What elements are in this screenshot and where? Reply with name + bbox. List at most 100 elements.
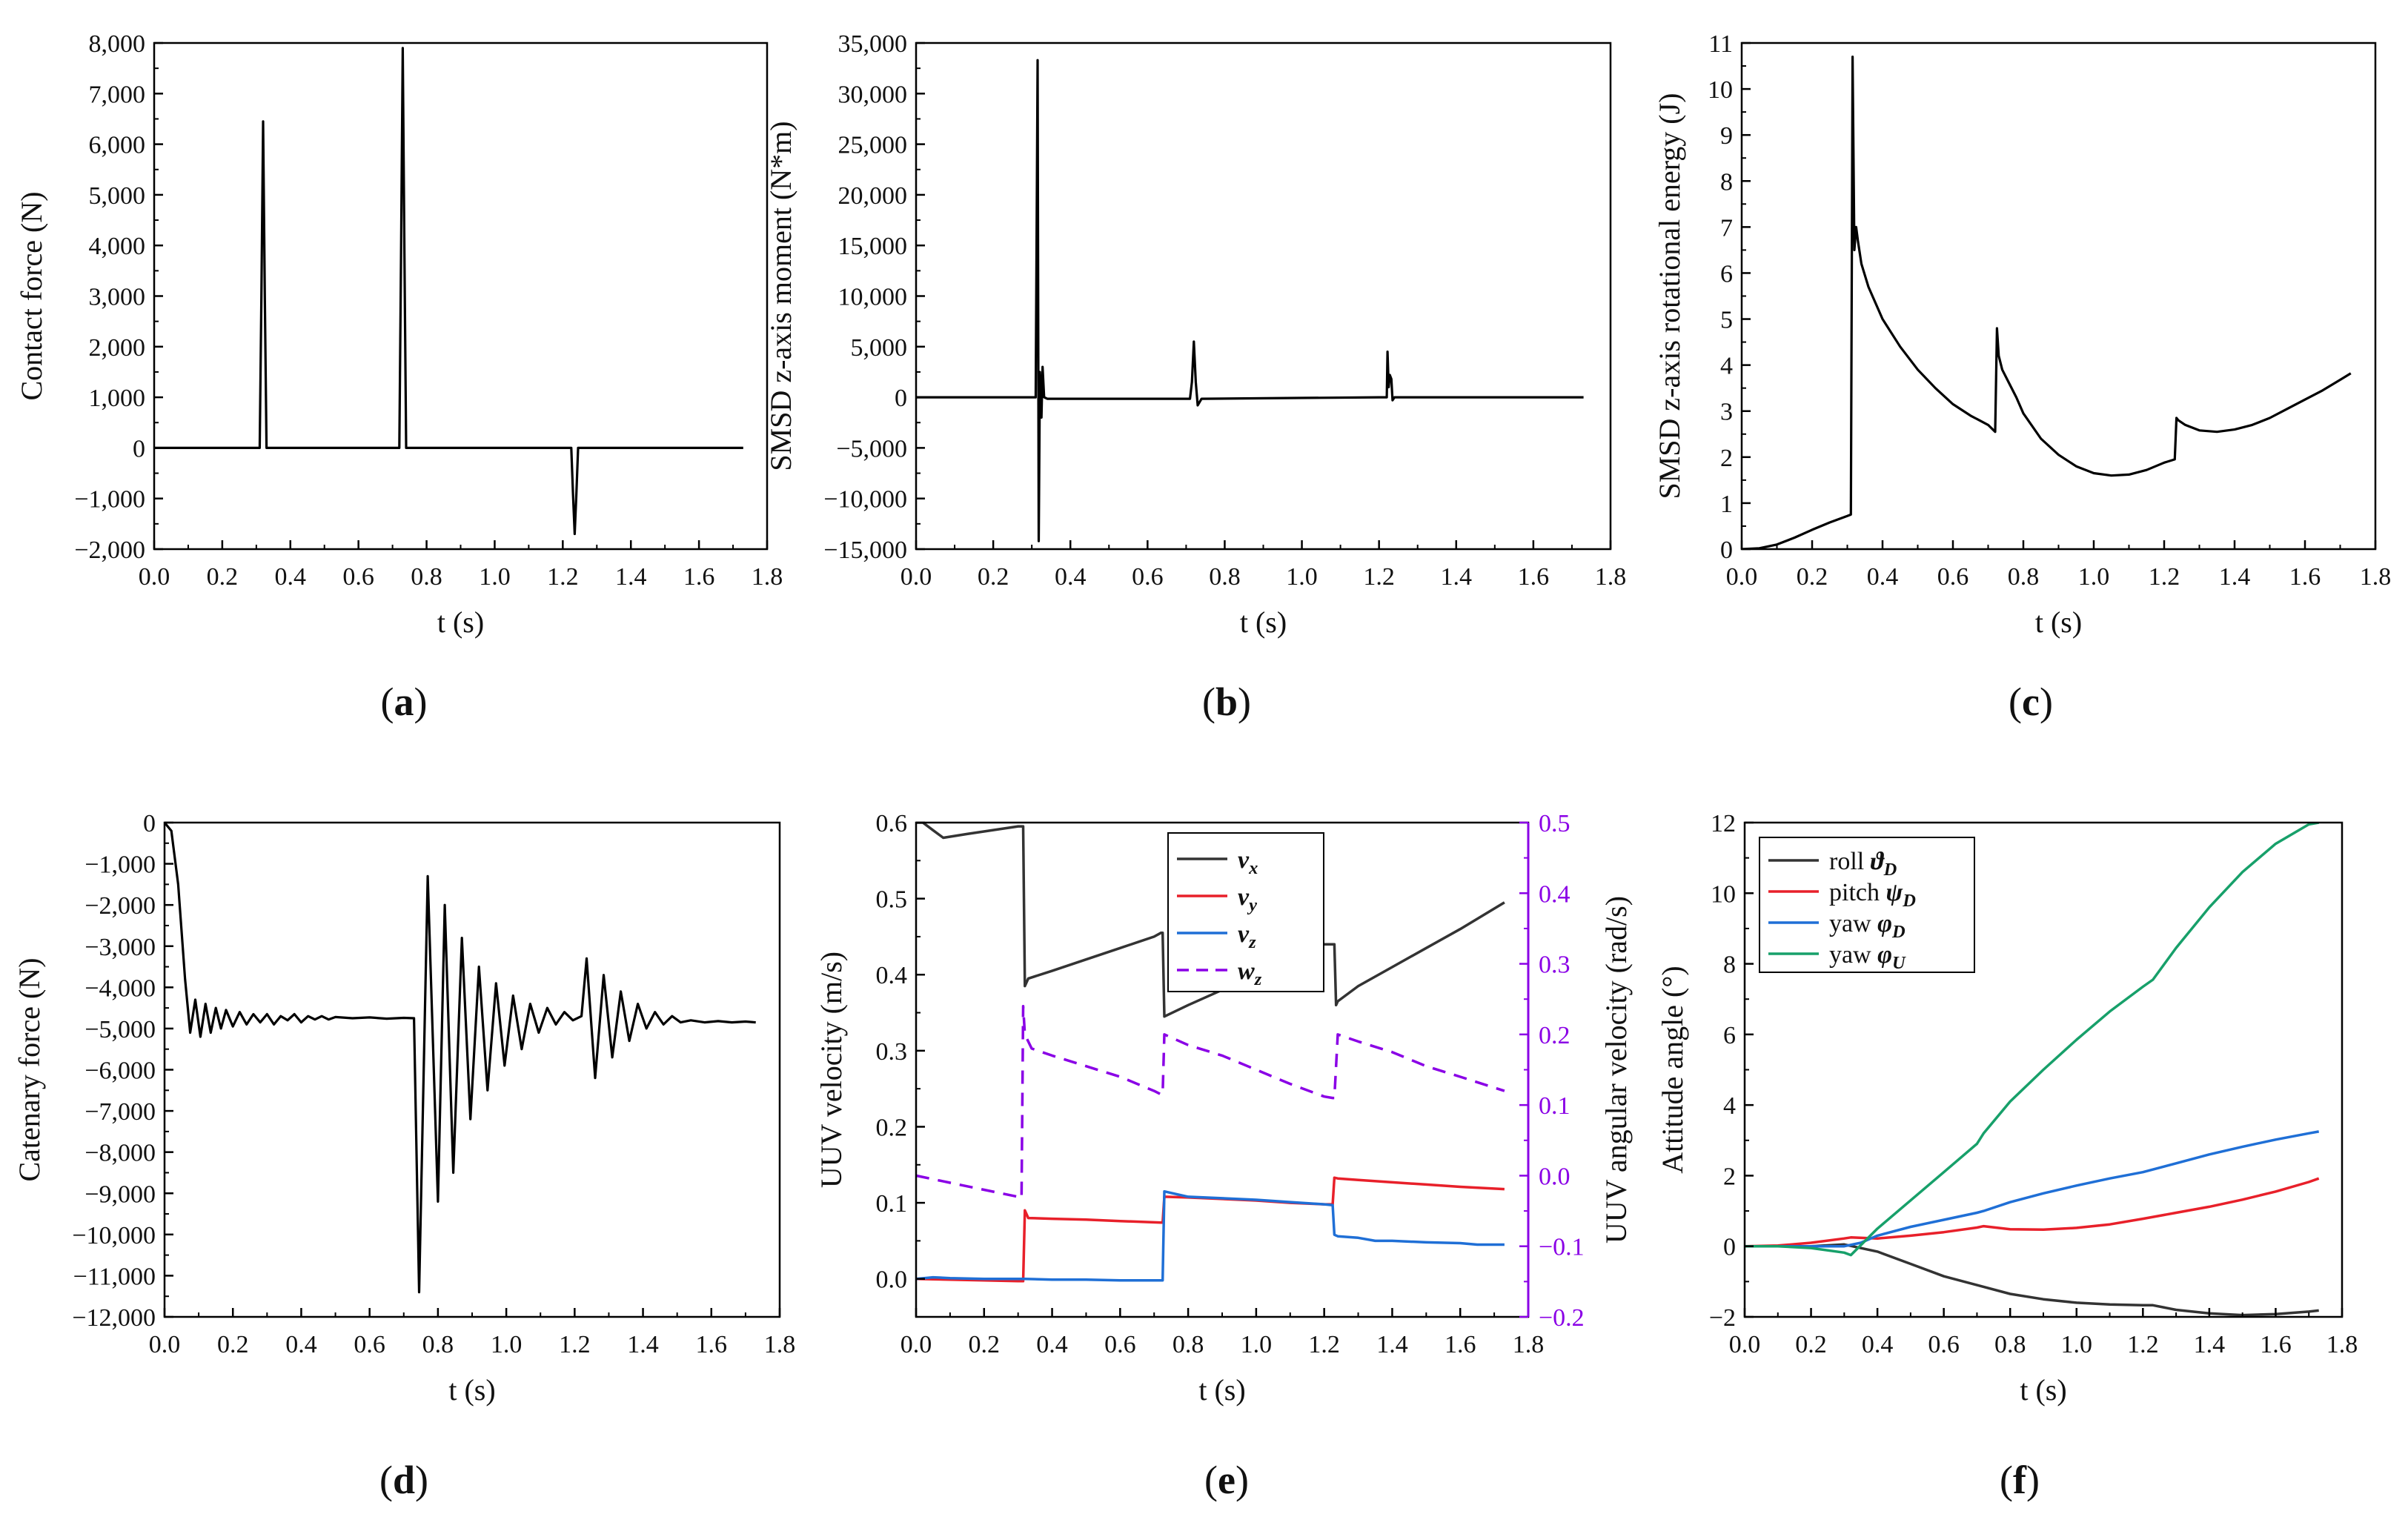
series-line-yaw-u (1745, 823, 2320, 1257)
y-axis-label: UUV velocity (m/s) (815, 952, 848, 1188)
y-tick-label: 0 (133, 435, 145, 462)
y-tick-label: 15,000 (838, 233, 908, 260)
legend-label: vz (1238, 920, 1256, 952)
x-tick-label: 1.8 (1513, 1331, 1545, 1358)
y-tick-label: −10,000 (72, 1222, 156, 1249)
panel-label: (f) (2000, 1458, 2040, 1502)
y-tick-label: 2,000 (89, 334, 146, 362)
x-tick-label: 1.2 (559, 1331, 591, 1358)
x-tick-label: 1.4 (627, 1331, 659, 1358)
y2-tick-label: −0.1 (1539, 1234, 1585, 1261)
y-tick-label: 0.5 (876, 886, 908, 914)
series-line-pitch-d (1745, 1177, 2320, 1248)
x-tick-label: 0.0 (900, 1331, 932, 1358)
y-tick-label: −2,000 (84, 892, 156, 920)
x-tick-label: 0.8 (2008, 563, 2040, 591)
y-tick-label: 0.6 (876, 810, 908, 837)
x-tick-label: 0.4 (1055, 563, 1087, 591)
legend: vx vy vz wz (1167, 832, 1324, 992)
chart-panel-a: 0.0 0.2 0.4 0.6 0.8 1.0 1.2 1.4 1.6 1.8 −2,000 −1,0… (15, 30, 783, 724)
series-line-v-y (916, 1176, 1505, 1283)
y-tick-label: 3,000 (89, 284, 146, 311)
x-axis-label: t (s) (437, 605, 484, 639)
y-tick-label: 0.2 (876, 1114, 908, 1141)
x-tick-label: 1.4 (615, 563, 647, 591)
x-tick-label: 0.4 (1036, 1331, 1068, 1358)
x-tick-label: 1.6 (2260, 1331, 2292, 1358)
y-tick-label: 0.1 (876, 1190, 908, 1218)
y-tick-label: 1,000 (89, 385, 146, 412)
x-tick-label: 0.2 (969, 1331, 1001, 1358)
x-tick-label: 1.0 (491, 1331, 523, 1358)
x-tick-label: 0.4 (275, 563, 307, 591)
x-tick-label: 0.2 (1797, 563, 1828, 591)
y-tick-label: 8,000 (89, 30, 146, 58)
x-tick-label: 0.2 (217, 1331, 249, 1358)
x-tick-label: 1.2 (2127, 1331, 2159, 1358)
legend-label: wz (1238, 957, 1262, 989)
y-tick-label: 10,000 (838, 284, 908, 311)
y-tick-label: 6 (1720, 260, 1733, 288)
x-tick-label: 0.4 (285, 1331, 317, 1358)
y-tick-label: 9 (1720, 122, 1733, 150)
x-tick-label: 0.4 (1862, 1331, 1894, 1358)
legend-label: yaw φU (1829, 941, 1906, 973)
y-tick-label: −5,000 (836, 435, 907, 462)
x-tick-label: 1.0 (2061, 1331, 2093, 1358)
x-tick-label: 1.0 (479, 563, 511, 591)
y-tick-label: 0 (895, 385, 907, 412)
legend-label: yaw φD (1829, 910, 1905, 942)
x-tick-label: 1.0 (2078, 563, 2110, 591)
x-tick-label: 0.6 (1928, 1331, 1960, 1358)
y-tick-label: 10 (1711, 880, 1736, 908)
x-tick-label: 0.0 (1726, 563, 1758, 591)
x-tick-label: 1.8 (752, 563, 783, 591)
y-tick-label: 1 (1720, 491, 1733, 518)
y-tick-label: 11 (1708, 30, 1733, 58)
y-tick-label: −8,000 (84, 1140, 156, 1167)
x-tick-label: 1.2 (547, 563, 579, 591)
series-line-yaw-d (1745, 1130, 2320, 1248)
x-axis-label: t (s) (2020, 1373, 2066, 1407)
y2-tick-label: 0.2 (1539, 1022, 1570, 1049)
series-line-v-z (916, 1189, 1505, 1282)
x-tick-label: 0.2 (1795, 1331, 1827, 1358)
x-tick-label: 0.8 (411, 563, 442, 591)
x-tick-label: 1.6 (683, 563, 715, 591)
x-tick-label: 1.6 (2289, 563, 2321, 591)
x-tick-label: 0.8 (1173, 1331, 1204, 1358)
x-tick-label: 1.0 (1286, 563, 1318, 591)
x-tick-label: 1.8 (2360, 563, 2392, 591)
chart-panel-b: 0.0 0.2 0.4 0.6 0.8 1.0 1.2 1.4 1.6 1.8 −15,000 −10… (764, 30, 1626, 724)
x-tick-label: 0.6 (342, 563, 374, 591)
plot-frame (1740, 41, 2377, 551)
legend-label: pitch ψD (1829, 879, 1916, 911)
y-tick-label: 0.4 (876, 962, 908, 989)
legend-label: vy (1238, 883, 1257, 915)
y-tick-label: 25,000 (838, 132, 908, 159)
series-line-v-x (916, 823, 1505, 1018)
y-tick-label: 0 (1723, 1234, 1736, 1261)
y-tick-label: 35,000 (838, 30, 908, 58)
y2-tick-label: −0.2 (1539, 1304, 1585, 1332)
x-tick-label: 1.6 (696, 1331, 728, 1358)
chart-panel-e: 0.0 0.2 0.4 0.6 0.8 1.0 1.2 1.4 1.6 1.8 0.0 0.1 0.2 0… (815, 810, 1633, 1502)
panel-label: (b) (1202, 680, 1251, 724)
y-tick-label: 2 (1720, 445, 1733, 472)
y-tick-label: 7 (1720, 214, 1733, 242)
x-tick-label: 0.8 (1209, 563, 1241, 591)
y-tick-label: −1,000 (84, 851, 156, 879)
y-tick-label: −1,000 (74, 486, 145, 514)
series-line-0 (154, 47, 743, 536)
y-tick-label: −2 (1709, 1304, 1736, 1332)
x-tick-label: 1.6 (1518, 563, 1550, 591)
x-tick-label: 0.6 (1104, 1331, 1136, 1358)
series-line-0 (916, 59, 1584, 542)
x-tick-label: 0.0 (149, 1331, 181, 1358)
chart-panel-d: 0.0 0.2 0.4 0.6 0.8 1.0 1.2 1.4 1.6 1.8 −12,000 −11… (13, 810, 795, 1502)
y-tick-label: −3,000 (84, 934, 156, 961)
series-line-0 (1742, 55, 2352, 549)
y-axis-label: Attitude angle (°) (1656, 966, 1689, 1173)
x-tick-label: 0.0 (1729, 1331, 1761, 1358)
